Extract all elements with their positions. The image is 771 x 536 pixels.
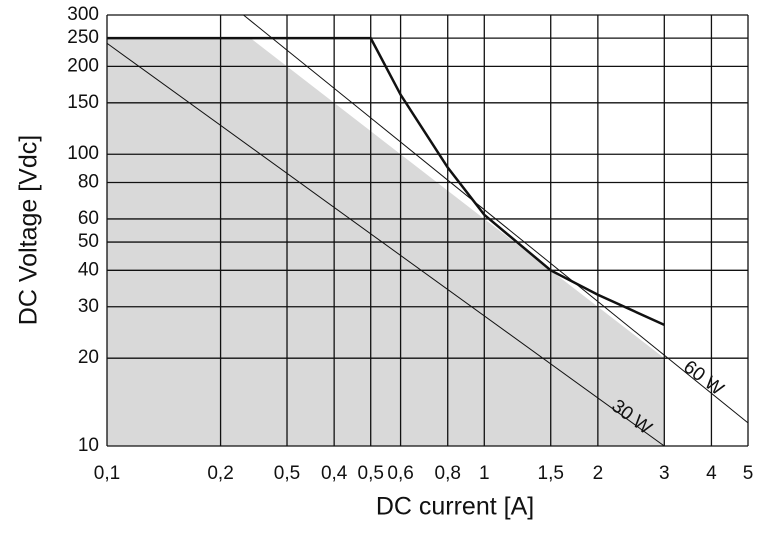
y-tick-label: 60 <box>78 208 99 229</box>
x-tick-label: 0,1 <box>94 463 120 484</box>
line <box>107 36 665 327</box>
x-axis-label: DC current [A] <box>376 493 534 521</box>
y-tick-label: 40 <box>78 259 99 280</box>
x-tick-label: 1,5 <box>538 463 564 484</box>
x-tick-label: 0,4 <box>321 463 348 484</box>
y-tick-label: 20 <box>78 347 99 368</box>
x-tick-label: 0,5 <box>274 463 300 484</box>
x-tick-label: 0,8 <box>435 463 461 484</box>
y-tick-label: 300 <box>67 4 99 25</box>
plot <box>107 15 748 446</box>
x-tick-label: 1 <box>479 463 490 484</box>
y-tick-label: 250 <box>67 27 99 48</box>
x-tick-label: 0,5 <box>358 463 384 484</box>
x-tick-label: 4 <box>706 463 717 484</box>
line <box>243 15 748 424</box>
y-tick-label: 30 <box>78 296 99 317</box>
x-tick-label: 0,2 <box>207 463 233 484</box>
y-tick-label: 100 <box>67 143 99 164</box>
annotation: 60 W <box>679 357 727 400</box>
line <box>107 42 665 446</box>
y-axis-label: DC Voltage [Vdc] <box>15 135 43 325</box>
y-tick-label: 200 <box>67 55 99 76</box>
y-tick-label: 10 <box>78 435 99 456</box>
y-tick-label: 50 <box>78 231 99 252</box>
x-tick-label: 2 <box>593 463 604 484</box>
x-tick-label: 3 <box>659 463 670 484</box>
x-tick-label: 0,6 <box>387 463 413 484</box>
y-tick-label: 150 <box>67 92 99 113</box>
y-tick-label: 80 <box>78 172 99 193</box>
x-tick-label: 5 <box>743 463 754 484</box>
